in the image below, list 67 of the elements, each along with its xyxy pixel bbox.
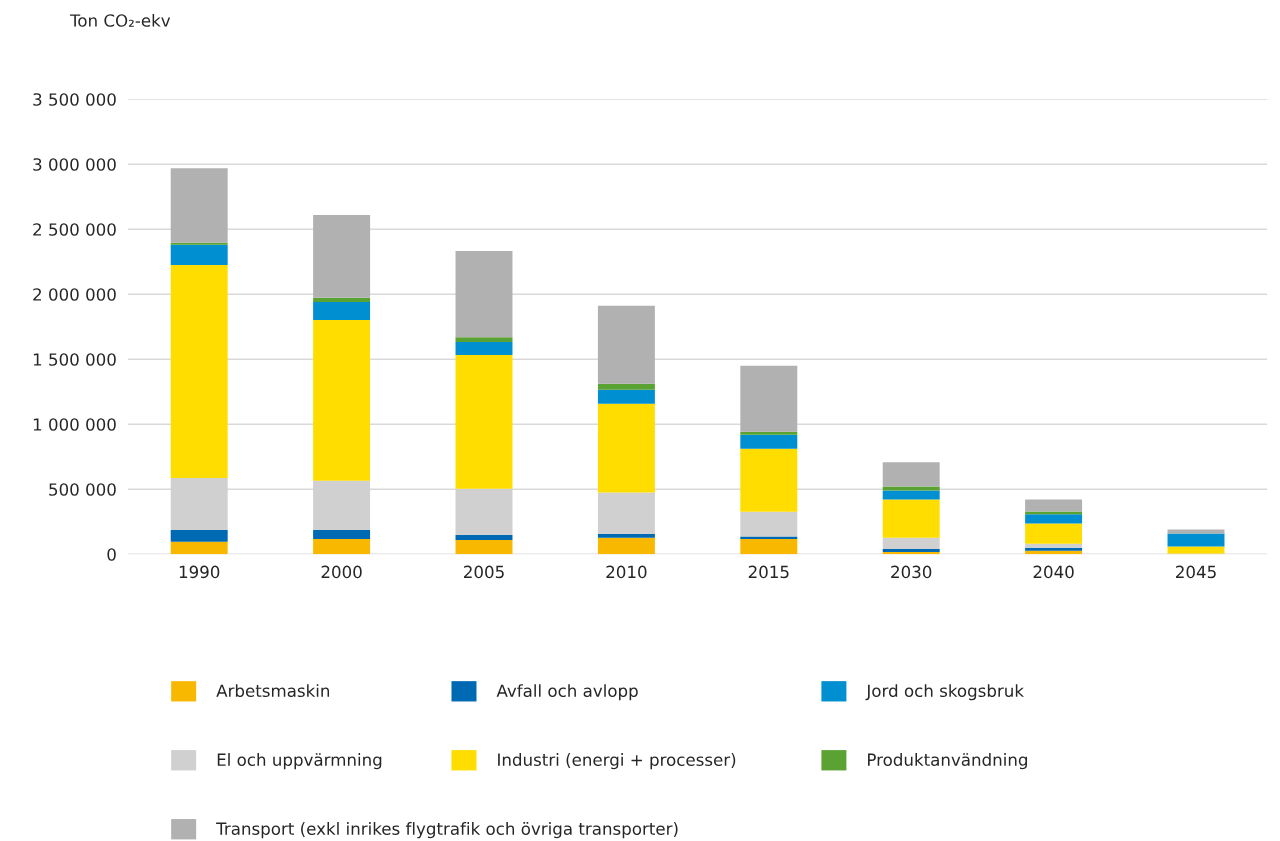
bar <box>740 431 798 435</box>
bar <box>455 534 513 540</box>
bar <box>597 533 655 538</box>
bar <box>1167 546 1225 554</box>
x-tick-label: 2030 <box>891 565 932 579</box>
bar <box>740 448 798 512</box>
y-tick-label: 3 500 000 <box>33 93 116 106</box>
bar <box>1025 523 1083 544</box>
y-tick-label: 3 000 000 <box>33 158 116 171</box>
bar <box>597 305 655 384</box>
bar <box>170 168 228 243</box>
x-tick-label: 2005 <box>464 565 504 579</box>
bar <box>455 355 513 489</box>
legend-label: Arbetsmaskin <box>216 684 330 698</box>
bar <box>1167 529 1225 534</box>
bar <box>740 538 798 555</box>
bar <box>455 539 513 555</box>
x-tick-label: 2000 <box>321 565 362 579</box>
bar <box>597 403 655 493</box>
x-tick-label: 2045 <box>1176 565 1216 579</box>
bar <box>1025 547 1083 551</box>
legend-label: Produktanvändning <box>868 753 1027 770</box>
bar <box>597 492 655 534</box>
legend-label: Jord och skogsbruk <box>865 684 1024 701</box>
legend-label: Industri (energi + processer) <box>498 753 736 770</box>
bar <box>1025 499 1083 512</box>
bar <box>597 383 655 390</box>
y-tick-label: 1 500 000 <box>33 353 116 366</box>
bar <box>882 490 940 500</box>
y-tick-label: 2 500 000 <box>33 223 116 236</box>
legend-label: Avfall och avlopp <box>496 684 638 701</box>
bar <box>740 511 798 537</box>
bar <box>313 297 371 303</box>
x-tick-label: 1990 <box>179 565 220 579</box>
legend-label: El och uppvärmning <box>217 753 382 770</box>
bar <box>597 537 655 555</box>
bar <box>313 319 371 481</box>
bar <box>882 486 940 491</box>
bar <box>313 302 371 320</box>
bar <box>313 529 371 539</box>
x-tick-label: 2015 <box>748 565 789 579</box>
bar <box>740 365 798 432</box>
legend-label: Transport (exkl inrikes flygtrafik och övriga transporter) <box>216 822 678 839</box>
x-tick-label: 2040 <box>1033 565 1074 579</box>
bar <box>1167 533 1225 547</box>
bar <box>1025 514 1083 524</box>
y-tick-label: 1 000 000 <box>33 418 116 431</box>
y-axis-title: Ton CO₂-ekv <box>69 13 171 27</box>
bar <box>1025 543 1083 548</box>
bar <box>455 337 513 343</box>
bar <box>455 251 513 338</box>
bar <box>313 215 371 298</box>
bar <box>313 538 371 555</box>
bar <box>455 342 513 356</box>
x-tick-label: 2010 <box>606 565 647 579</box>
y-tick-label: 500 000 <box>49 483 116 496</box>
bar <box>170 244 228 265</box>
bar <box>882 462 940 487</box>
y-tick-label: 2 000 000 <box>33 288 116 301</box>
bar <box>882 537 940 549</box>
y-tick-label: 0 <box>107 548 116 561</box>
bar <box>170 529 228 542</box>
bar <box>597 389 655 404</box>
bar <box>740 434 798 449</box>
bar <box>882 499 940 538</box>
bar <box>170 264 228 478</box>
bar <box>170 541 228 555</box>
